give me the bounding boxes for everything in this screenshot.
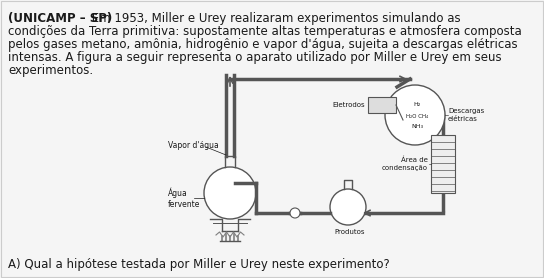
Circle shape (385, 85, 445, 145)
Text: Vapor d'água: Vapor d'água (168, 141, 219, 150)
Bar (368, 97, 396, 113)
Text: Em 1953, Miller e Urey realizaram experimentos simulando as: Em 1953, Miller e Urey realizaram experi… (88, 12, 461, 25)
Circle shape (290, 208, 300, 218)
Circle shape (330, 189, 366, 225)
Text: pelos gases metano, amônia, hidrogênio e vapor d'água, sujeita a descargas elétr: pelos gases metano, amônia, hidrogênio e… (8, 38, 518, 51)
Text: intensas. A figura a seguir representa o aparato utilizado por Miller e Urey em : intensas. A figura a seguir representa o… (8, 51, 502, 64)
Text: Água
fervente: Água fervente (168, 187, 200, 209)
Text: (UNICAMP – SP): (UNICAMP – SP) (8, 12, 112, 25)
Text: A) Qual a hipótese testada por Miller e Urey neste experimento?: A) Qual a hipótese testada por Miller e … (8, 258, 390, 271)
Text: Descargas
elétricas: Descargas elétricas (448, 108, 484, 122)
Circle shape (204, 167, 256, 219)
Text: Área de
condensação: Área de condensação (382, 157, 428, 171)
Text: experimentos.: experimentos. (8, 64, 93, 77)
Text: condições da Terra primitiva: supostamente altas temperaturas e atmosfera compos: condições da Terra primitiva: supostamen… (8, 25, 522, 38)
Text: H₂: H₂ (413, 103, 421, 108)
Text: Produtos: Produtos (335, 229, 365, 235)
Text: NH₃: NH₃ (411, 123, 423, 128)
Bar (431, 135, 455, 193)
Text: Eletrodos: Eletrodos (332, 102, 365, 108)
Text: H₂O CH₄: H₂O CH₄ (406, 113, 428, 118)
